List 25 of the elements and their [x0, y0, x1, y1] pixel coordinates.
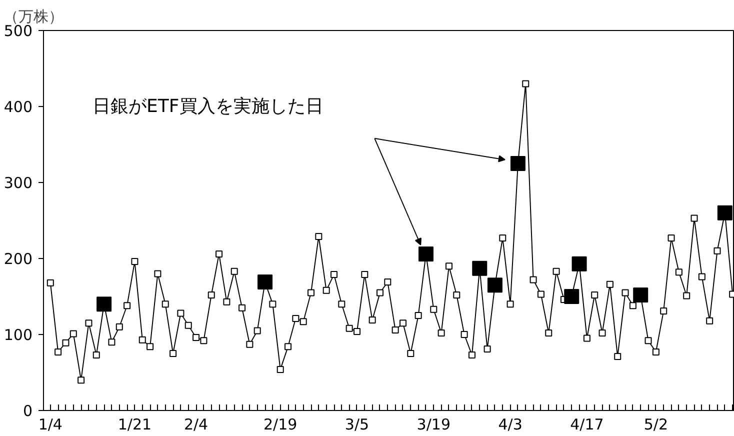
x-tick-label: 5/2: [644, 416, 668, 434]
y-tick-label: 300: [4, 174, 33, 192]
point: [418, 246, 434, 262]
x-tick-label: 3/19: [416, 416, 450, 434]
point: [717, 205, 732, 220]
x-tick-label: 2/4: [184, 416, 208, 434]
point: [510, 156, 526, 171]
point: [564, 289, 580, 304]
point: [633, 287, 648, 302]
point: [472, 260, 488, 276]
x-tick-label: 4/3: [498, 416, 522, 434]
y-tick-label: 0: [22, 402, 33, 420]
x-tick-label: 3/5: [344, 416, 370, 434]
x-tick-label: 4/17: [570, 416, 604, 434]
y-tick-label: 200: [4, 250, 33, 268]
annotation: 日銀がETF買入を実施した日: [92, 96, 324, 117]
y-tick-label: 100: [4, 326, 33, 344]
point: [572, 256, 587, 272]
x-tick-label: 1/21: [118, 416, 152, 434]
point: [487, 278, 502, 293]
x-tick-label: 1/4: [38, 416, 62, 434]
y-tick-label: 400: [4, 98, 33, 116]
point: [96, 296, 112, 312]
point: [258, 274, 273, 290]
x-tick-label: 2/19: [264, 416, 298, 434]
